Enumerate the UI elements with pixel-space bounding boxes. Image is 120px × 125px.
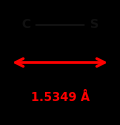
Text: S: S [89,18,98,32]
Circle shape [18,16,35,34]
Circle shape [85,16,102,34]
Text: 1.5349 Å: 1.5349 Å [31,91,89,104]
Text: C: C [22,18,31,32]
